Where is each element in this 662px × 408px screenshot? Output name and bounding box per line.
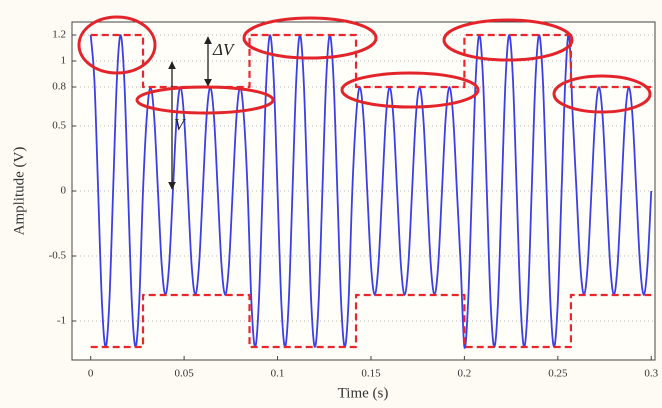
annotation: ΔV (212, 40, 236, 59)
y-tick-label: 0.5 (52, 120, 66, 132)
x-tick-label: 0.05 (174, 368, 194, 380)
y-tick-label: -1 (57, 315, 66, 327)
y-tick-label: 0 (61, 185, 67, 197)
x-tick-label: 0 (88, 368, 94, 380)
y-tick-label: -0.5 (49, 250, 67, 262)
y-axis-label: Amplitude (V) (11, 147, 27, 236)
x-tick-label: 0.1 (271, 368, 285, 380)
y-tick-label: 1 (61, 55, 67, 67)
x-tick-label: 0.3 (644, 368, 658, 380)
x-axis-label: Time (s) (338, 385, 389, 401)
chart: Time (s) Amplitude (V) -1 -0.5 0 0.5 0.8 1 1.2… (0, 0, 662, 408)
y-tick-label: 0.8 (52, 81, 66, 93)
x-tick-label: 0.2 (458, 368, 472, 380)
x-tick-label: 0.25 (548, 368, 568, 380)
plot-frame (72, 22, 655, 360)
x-tick-label: 0.15 (361, 368, 381, 380)
y-tick-label: 1.2 (52, 29, 66, 41)
